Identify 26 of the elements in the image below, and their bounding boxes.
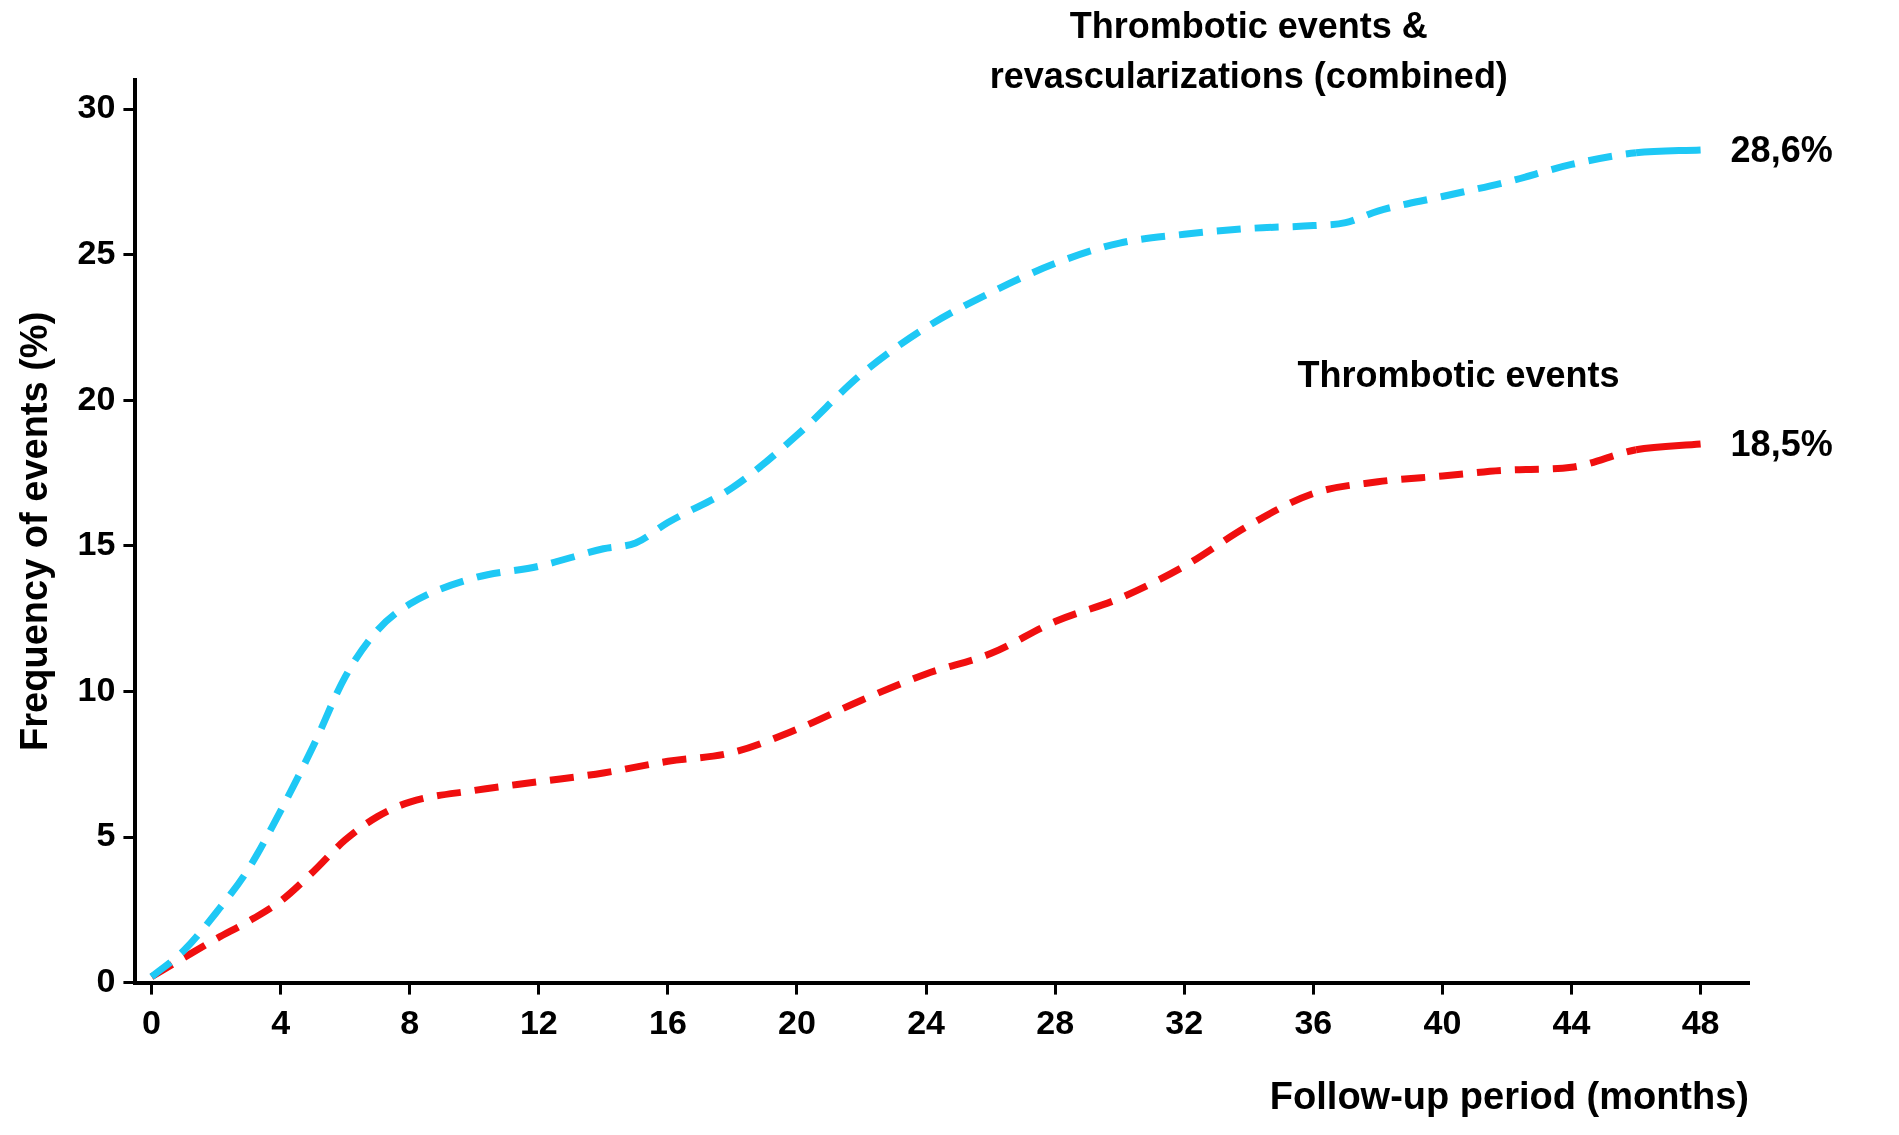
- x-tick-label: 16: [648, 1003, 687, 1042]
- data-label: 18,5%: [1730, 422, 1833, 464]
- x-tick-label: 32: [1165, 1003, 1204, 1042]
- y-tick-label: 15: [77, 524, 116, 563]
- y-tick-label: 0: [96, 960, 116, 999]
- x-tick-label: 48: [1681, 1003, 1720, 1042]
- x-tick-label: 12: [519, 1003, 558, 1042]
- y-tick-label: 25: [77, 233, 116, 272]
- x-tick-label: 4: [271, 1003, 291, 1042]
- y-tick-label: 10: [77, 669, 116, 708]
- y-axis-title: Frequency of events (%): [13, 311, 56, 751]
- text: Thrombotic events & revascularizations (combined): [989, 4, 1508, 96]
- x-tick-label: 24: [907, 1003, 946, 1042]
- x-tick-label: 28: [1036, 1003, 1075, 1042]
- series-label: Thrombotic events: [1297, 353, 1620, 395]
- x-tick-label: 8: [400, 1003, 420, 1042]
- y-tick-label: 20: [77, 378, 116, 417]
- x-tick-label: 0: [142, 1003, 162, 1042]
- x-tick-label: 36: [1294, 1003, 1333, 1042]
- x-axis-title: Follow-up period (months): [1269, 1074, 1749, 1117]
- y-tick-label: 5: [96, 815, 116, 854]
- x-tick-label: 20: [778, 1003, 816, 1042]
- x-tick-label: 40: [1423, 1003, 1462, 1042]
- x-tick-label: 44: [1552, 1003, 1591, 1042]
- y-tick-label: 30: [77, 87, 116, 126]
- data-label: 28,6%: [1730, 128, 1833, 170]
